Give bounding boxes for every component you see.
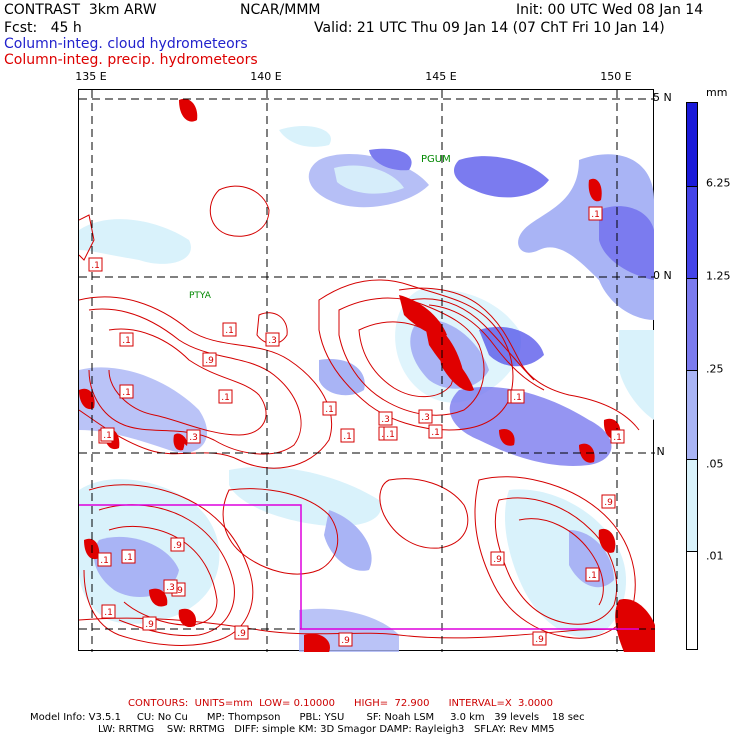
contour-value-text: .9 [493,555,502,565]
contour-value-tag: .9 [202,352,217,367]
nested-domain-box [79,504,639,630]
contour-value-tag: .1 [119,332,134,347]
contour-value-text: .3 [189,433,198,443]
contour-value-tag: .9 [490,551,505,566]
scale-seg-3 [687,278,697,370]
contour-value-text: .1 [591,210,600,220]
contour-value-text: .9 [173,541,182,551]
contour-value-text: .1 [124,553,133,563]
model-title: CONTRAST 3km ARW [4,2,157,18]
contour-value-text: .1 [104,608,113,618]
contour-value-text: .1 [513,393,522,403]
model-info: Model Info: V3.5.1 CU: No Cu MP: Thompso… [30,712,585,723]
contour-value-tag: .1 [121,549,136,564]
contour-value-text: .1 [91,261,100,271]
color-scale-bar [686,102,698,650]
scale-label-025: .25 [706,362,724,376]
contour-value-tag: .1 [101,604,116,619]
contour-info: CONTOURS: UNITS=mm LOW= 0.10000 HIGH= 72… [128,698,554,709]
contour-value-tag: .1 [119,384,134,399]
station-pgum: PGUM [421,154,451,165]
contour-value-tag: .1 [88,257,103,272]
contour-value-tag: .1 [585,567,600,582]
scale-label-005: .05 [706,457,724,471]
lon-label-135: 135 E [75,70,107,83]
contour-value-text: .1 [122,388,131,398]
model-info-physics: LW: RRTMG SW: RRTMG DIFF: simple KM: 3D … [98,724,555,735]
contour-value-tag: .1 [428,424,443,439]
legend-cloud: Column-integ. cloud hydrometeors [4,36,248,52]
contour-value-tag: .3 [186,429,201,444]
scale-seg-2 [687,186,697,278]
contour-value-tag: .1 [510,389,525,404]
contour-value-text: .1 [221,393,230,403]
legend-precip: Column-integ. precip. hydrometeors [4,52,258,68]
scale-label-625: 6.25 [706,176,731,190]
contour-value-tag: .1 [322,401,337,416]
contour-value-tag: .1 [588,206,603,221]
contour-value-tag: .9 [142,616,157,631]
contour-value-tag: .1 [610,429,625,444]
scale-seg-1 [687,103,697,186]
contour-value-tag: .1 [383,426,398,441]
contour-value-tag: .9 [532,631,547,646]
map-plot: PGUM PTYA .1.1.1.3.9.1.1.1.3.1.1.3.1.9.1… [79,90,655,652]
contour-value-text: .1 [613,433,622,443]
contour-value-text: .1 [588,571,597,581]
lon-label-150: 150 E [600,70,632,83]
contour-value-text: .3 [268,336,277,346]
contour-value-text: .1 [103,431,112,441]
contour-value-tag: .3 [163,579,178,594]
scale-unit: mm [706,86,728,99]
scale-label-125: 1.25 [706,269,731,283]
contour-value-text: .1 [225,326,234,336]
contour-value-text: .1 [343,432,352,442]
contour-value-text: .9 [205,356,214,366]
contour-value-tag: .1 [222,322,237,337]
contour-value-tag: .3 [418,409,433,424]
contour-value-text: .9 [535,635,544,645]
station-markers: PGUM PTYA [189,154,451,301]
station-ptya: PTYA [189,291,212,301]
contour-value-tag: .1 [218,389,233,404]
contour-value-text: .1 [122,336,131,346]
scale-seg-6 [687,551,697,649]
scale-seg-5 [687,459,697,551]
valid-time: Valid: 21 UTC Thu 09 Jan 14 (07 ChT Fri … [314,20,665,36]
org-label: NCAR/MMM [240,2,321,18]
contour-value-text: .9 [237,629,246,639]
contour-value-text: .1 [431,428,440,438]
contour-value-tag: .1 [97,552,112,567]
contour-value-tag: .3 [265,332,280,347]
scale-label-001: .01 [706,549,724,563]
contour-value-text: .9 [604,498,613,508]
forecast-hour: Fcst: 45 h [4,20,82,36]
contour-value-text: .9 [145,620,154,630]
contour-value-tag: .9 [601,494,616,509]
lon-label-145: 145 E [425,70,457,83]
contour-value-tag: .9 [234,625,249,640]
contour-value-text: .3 [381,415,390,425]
contour-value-text: .3 [166,583,175,593]
contour-value-tag: .1 [340,428,355,443]
init-time: Init: 00 UTC Wed 08 Jan 14 [516,2,704,18]
cloud-shading [79,125,654,652]
contour-value-text: .9 [341,636,350,646]
contour-value-tag: .3 [378,411,393,426]
contour-value-tag: .1 [100,427,115,442]
contour-value-tag: .9 [338,632,353,647]
lon-label-140: 140 E [250,70,282,83]
precip-cores [79,98,655,652]
contour-value-text: .3 [421,413,430,423]
map-frame: PGUM PTYA .1.1.1.3.9.1.1.1.3.1.1.3.1.9.1… [78,89,655,652]
scale-seg-4 [687,370,697,459]
contour-value-text: .9 [174,586,183,596]
contour-value-text: .1 [100,556,109,566]
contour-value-tag: .9 [170,537,185,552]
contour-value-text: .1 [325,405,334,415]
contour-value-text: .1 [386,430,395,440]
contour-labels: .1.1.1.3.9.1.1.1.3.1.1.3.1.9.1.1.9.1.3.9… [88,206,625,647]
